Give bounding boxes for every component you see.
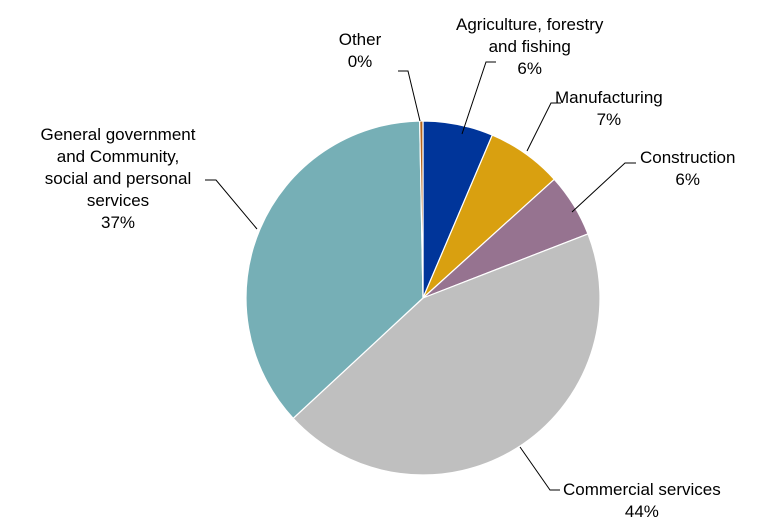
leader-line-4 — [205, 179, 258, 230]
pie-slice-4 — [245, 120, 424, 420]
leader-line-0 — [461, 61, 496, 135]
slice-label-5: Other 0% — [339, 30, 382, 71]
slice-percent-1: 7% — [597, 110, 622, 129]
slice-label-line-5-0: Other — [339, 30, 382, 49]
slice-label-line-0-1: and fishing — [489, 37, 571, 56]
pie-slice-3 — [292, 233, 601, 476]
slice-label-line-4-3: services — [87, 191, 149, 210]
slice-percent-3: 44% — [625, 502, 659, 520]
leader-line-5 — [398, 70, 421, 122]
slice-label-line-4-1: and Community, — [57, 147, 180, 166]
slice-percent-0: 6% — [517, 59, 542, 78]
slice-label-4: General government and Community, social a… — [41, 125, 196, 232]
slice-label-line-4-0: General government — [41, 125, 196, 144]
slice-label-0: Agriculture, forestry and fishing 6% — [456, 15, 604, 78]
slice-label-line-1-0: Manufacturing — [555, 88, 663, 107]
leader-line-2 — [571, 162, 636, 213]
slice-label-line-2-0: Construction — [640, 148, 735, 167]
leader-line-1 — [526, 102, 561, 152]
leader-lines — [205, 61, 636, 491]
slice-percent-4: 37% — [101, 213, 135, 232]
slice-label-line-3-0: Commercial services — [563, 480, 721, 499]
slice-labels: Agriculture, forestry and fishing 6% Manufa… — [41, 15, 736, 520]
slice-percent-2: 6% — [675, 170, 700, 189]
pie-slices — [245, 120, 601, 476]
slice-label-line-0-0: Agriculture, forestry — [456, 15, 604, 34]
slice-label-line-4-2: social and personal — [45, 169, 191, 188]
leader-line-3 — [519, 446, 560, 491]
slice-label-1: Manufacturing 7% — [555, 88, 663, 129]
slice-label-2: Construction 6% — [640, 148, 735, 189]
slice-percent-5: 0% — [348, 52, 373, 71]
slice-label-3: Commercial services 44% — [563, 480, 721, 520]
